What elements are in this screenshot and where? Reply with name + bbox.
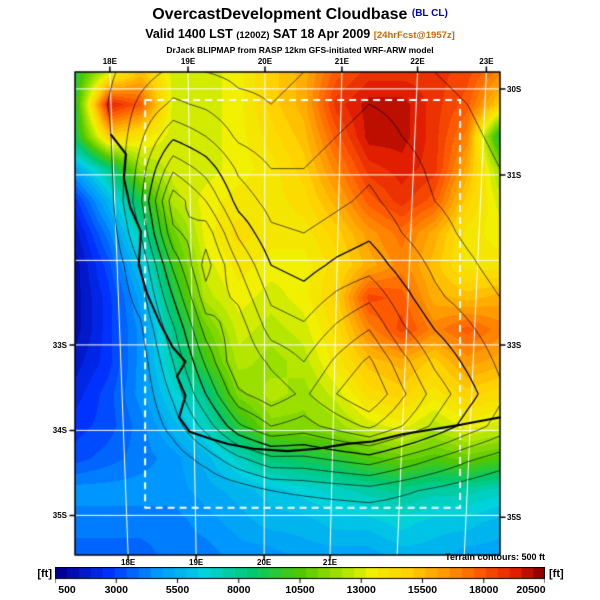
colorbar: 500 3000 5500 8000 10500 13000 15500 18000 20500 <box>55 567 546 599</box>
colorbar-tick-label: 5500 <box>165 584 190 596</box>
lon-tick-label-top: 18E <box>102 57 117 66</box>
valid-time-line: Valid 1400 LST (1200Z) SAT 18 Apr 2009 [… <box>0 27 600 41</box>
colorbar-tick-label: 8000 <box>227 584 251 596</box>
lat-tick-label-right: 35S <box>507 513 522 523</box>
colorbar-tick-label: 18000 <box>469 584 499 596</box>
map: 18E 19E 20E 21E 22E 23E 18E 19E 20E 21E 33S 34S 35S 3… <box>53 57 521 567</box>
lon-tick-label-bottom: 20E <box>257 558 272 567</box>
colorbar-units-right: [ft] <box>549 568 564 580</box>
lon-tick-label-top: 20E <box>257 57 273 66</box>
title-main: OvercastDevelopment Cloudbase <box>152 6 408 23</box>
lon-tick-label-bottom: 21E <box>322 558 338 567</box>
colorbar-tick-label: 20500 <box>516 584 546 596</box>
valid-date: SAT 18 Apr 2009 <box>272 27 371 41</box>
colorbar-tick-label: 10500 <box>285 584 315 596</box>
forecast-tag: [24hrFcst@1957z] <box>373 30 455 41</box>
lat-tick-label-left: 35S <box>52 511 67 521</box>
colorbar-canvas <box>55 567 545 584</box>
lat-tick-label-left: 34S <box>52 426 67 436</box>
lon-tick-label-bottom: 18E <box>121 558 136 567</box>
lon-tick-label-top: 21E <box>334 57 349 66</box>
lon-tick-label-top: 19E <box>180 57 196 66</box>
attribution: DrJack BLIPMAP from RASP 12km GFS-initia… <box>166 45 434 55</box>
map-canvas <box>65 62 510 565</box>
lon-tick-label-top: 22E <box>410 57 425 66</box>
lat-tick-label-right: 33S <box>507 340 522 350</box>
terrain-note: Terrain contours: 500 ft <box>445 552 545 562</box>
colorbar-tick-label: 15500 <box>407 584 438 596</box>
valid-prefix: Valid 1400 LST <box>145 27 233 41</box>
title-tag: (BL CL) <box>411 8 448 19</box>
lat-tick-label-right: 31S <box>507 170 522 180</box>
chart-title: OvercastDevelopment Cloudbase (BL CL) <box>0 6 600 24</box>
colorbar-units-left: [ft] <box>37 568 52 580</box>
lat-tick-label-left: 33S <box>52 340 67 350</box>
colorbar-tick-label: 13000 <box>346 584 376 596</box>
lat-tick-label-right: 30S <box>507 84 522 94</box>
lon-tick-label-top: 23E <box>479 57 494 66</box>
valid-zulu: (1200Z) <box>236 30 270 41</box>
lon-tick-label-bottom: 19E <box>189 558 204 567</box>
colorbar-tick-label: 3000 <box>104 584 128 596</box>
colorbar-tick-label: 500 <box>58 584 76 596</box>
